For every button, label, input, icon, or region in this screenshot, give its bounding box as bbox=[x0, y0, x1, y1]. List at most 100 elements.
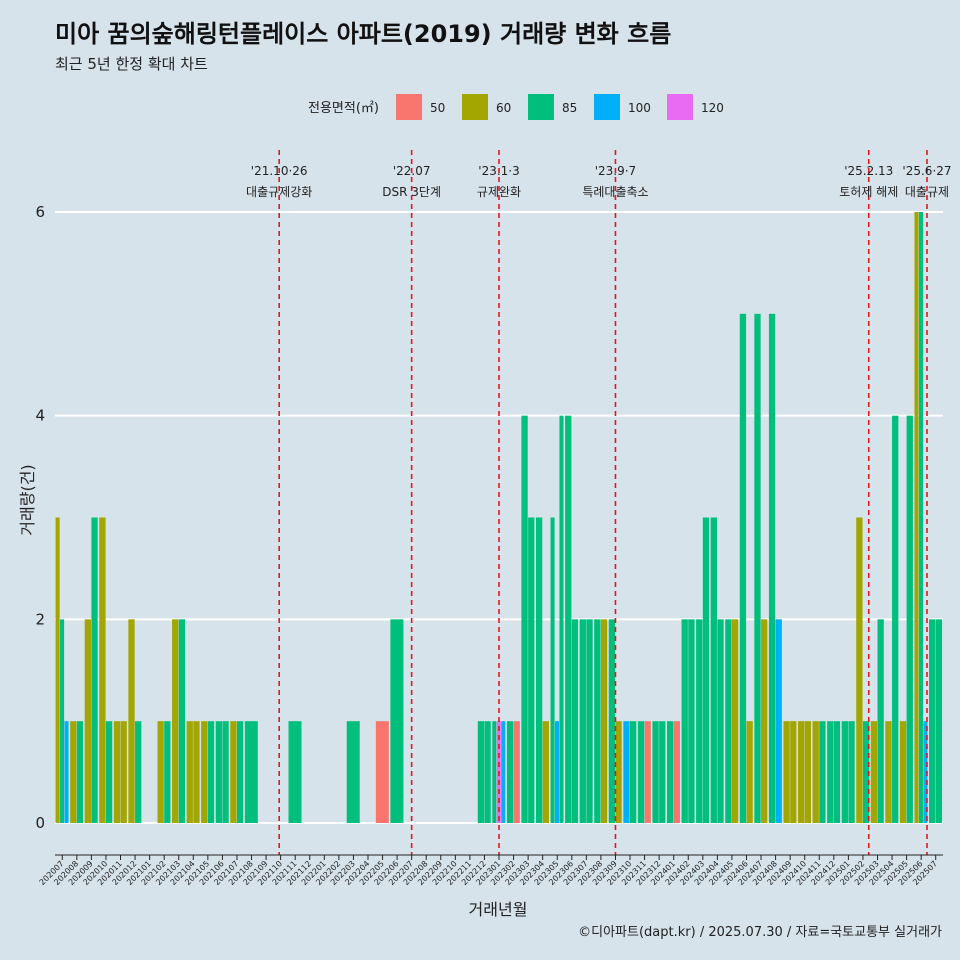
bar-202012-60 bbox=[128, 619, 135, 823]
bar-202104-60 bbox=[186, 721, 193, 823]
bar-202009-60 bbox=[84, 619, 91, 823]
bar-202111-85 bbox=[288, 721, 302, 823]
y-axis-label: 거래량(건) bbox=[18, 464, 37, 535]
chart-subtitle: 최근 5년 한정 확대 차트 bbox=[55, 55, 208, 73]
bar-202012-85 bbox=[135, 721, 142, 823]
event-date: '23.9·7 bbox=[595, 164, 636, 178]
event-date: '23.1·3 bbox=[478, 164, 519, 178]
bar-202507-85 bbox=[935, 619, 943, 823]
y-tick-label: 6 bbox=[35, 203, 45, 221]
bar-202010-60 bbox=[99, 517, 106, 823]
event-date: '22.07 bbox=[393, 164, 431, 178]
bar-202408-85 bbox=[768, 313, 776, 823]
caption: ©디아파트(dapt.kr) / 2025.07.30 / 자료=국토교통부 실… bbox=[578, 925, 942, 940]
bar-202410-60 bbox=[804, 721, 812, 823]
bar-202502-60 bbox=[856, 517, 863, 823]
x-axis: 2020072020082020092020102020112020122021… bbox=[38, 854, 943, 887]
bar-202305-85 bbox=[559, 415, 564, 823]
legend-swatch-100 bbox=[594, 94, 620, 120]
bar-202312-85 bbox=[652, 721, 659, 823]
bar-202307-85 bbox=[586, 619, 593, 823]
bar-202504-85 bbox=[892, 415, 899, 823]
bar-202312-85 bbox=[659, 721, 666, 823]
bar-202506-100 bbox=[923, 721, 928, 823]
bar-202306-85 bbox=[565, 415, 572, 823]
event-date: '25.2.13 bbox=[844, 164, 893, 178]
bar-202306-85 bbox=[571, 619, 579, 823]
bar-202102-85 bbox=[164, 721, 171, 823]
bar-202409-60 bbox=[790, 721, 797, 823]
y-tick-label: 0 bbox=[35, 814, 45, 832]
bar-202303-85 bbox=[521, 415, 528, 823]
bar-202212-85 bbox=[484, 721, 491, 823]
legend-title: 전용면적(㎡) bbox=[308, 101, 379, 116]
events: '21.10·26 대출규제강화 '22.07 DSR 3단계 '23.1·3 규제완화 '… bbox=[246, 150, 952, 855]
bar-202505-60 bbox=[899, 721, 907, 823]
bar-202103-60 bbox=[172, 619, 179, 823]
bar-202304-85 bbox=[535, 517, 543, 823]
bar-202309-85 bbox=[608, 619, 616, 823]
bar-202305-85 bbox=[550, 517, 555, 823]
bar-202106-85 bbox=[222, 721, 229, 823]
bar-202009-85 bbox=[91, 517, 98, 823]
bar-202412-85 bbox=[833, 721, 841, 823]
legend-label-120: 120 bbox=[701, 101, 724, 115]
bar-202206-85 bbox=[390, 619, 404, 823]
bar-202104-60 bbox=[193, 721, 200, 823]
bar-202310-100 bbox=[623, 721, 630, 823]
bar-202501-85 bbox=[841, 721, 848, 823]
bar-202308-85 bbox=[594, 619, 601, 823]
bar-202410-60 bbox=[798, 721, 805, 823]
legend-swatch-120 bbox=[667, 94, 693, 120]
bar-202406-85 bbox=[739, 313, 747, 823]
legend-swatch-50 bbox=[396, 94, 422, 120]
bar-202503-60 bbox=[870, 721, 878, 823]
bar-202402-85 bbox=[688, 619, 695, 823]
bar-202010-85 bbox=[105, 721, 113, 823]
bar-202403-85 bbox=[702, 517, 710, 823]
bar-202107-60 bbox=[230, 721, 237, 823]
event-label: 특례대출축소 bbox=[582, 185, 648, 199]
bar-202412-85 bbox=[827, 721, 834, 823]
bar-202311-50 bbox=[644, 721, 651, 823]
event-label: 대출규제강화 bbox=[246, 185, 312, 199]
bar-202304-60 bbox=[542, 721, 549, 823]
bar-202507-85 bbox=[929, 619, 936, 823]
legend-label-60: 60 bbox=[496, 101, 511, 115]
bar-202007-85 bbox=[60, 619, 65, 823]
bar-202401-85 bbox=[666, 721, 674, 823]
bar-202007-100 bbox=[64, 721, 69, 823]
bar-202308-60 bbox=[600, 619, 608, 823]
bar-202301-100 bbox=[501, 721, 506, 823]
y-tick-label: 2 bbox=[35, 610, 45, 628]
bar-202106-85 bbox=[215, 721, 223, 823]
bar-202409-60 bbox=[783, 721, 790, 823]
bar-202008-60 bbox=[70, 721, 77, 823]
bar-202503-85 bbox=[877, 619, 884, 823]
bar-202105-85 bbox=[207, 721, 215, 823]
bar-202311-85 bbox=[637, 721, 645, 823]
bar-202411-85 bbox=[819, 721, 826, 823]
bar-202405-60 bbox=[731, 619, 739, 823]
bar-202502-85 bbox=[862, 721, 870, 823]
bar-202408-100 bbox=[775, 619, 782, 823]
x-axis-label: 거래년월 bbox=[469, 900, 528, 919]
bar-202203-85 bbox=[346, 721, 360, 823]
bar-202205-50 bbox=[375, 721, 389, 823]
bars bbox=[55, 212, 943, 823]
legend-label-50: 50 bbox=[430, 101, 445, 115]
bar-202302-50 bbox=[513, 721, 520, 823]
bar-202404-85 bbox=[710, 517, 717, 823]
bar-202401-50 bbox=[673, 721, 680, 823]
event-date: '25.6·27 bbox=[902, 164, 951, 178]
legend-swatch-85 bbox=[528, 94, 554, 120]
bar-202307-85 bbox=[579, 619, 586, 823]
bar-202105-60 bbox=[201, 721, 208, 823]
bar-202407-85 bbox=[754, 313, 761, 823]
bar-202303-85 bbox=[528, 517, 535, 823]
bar-202011-60 bbox=[120, 721, 127, 823]
bar-202103-85 bbox=[178, 619, 186, 823]
bar-202301-85 bbox=[492, 721, 497, 823]
legend-label-100: 100 bbox=[628, 101, 651, 115]
